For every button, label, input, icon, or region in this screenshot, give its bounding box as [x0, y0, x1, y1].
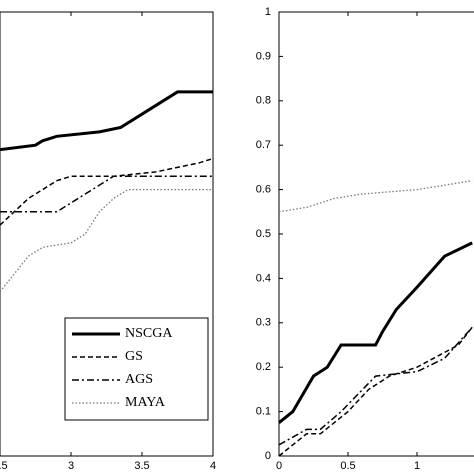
y-tick-label: 0 — [265, 450, 271, 462]
y-tick-label: 0.2 — [256, 361, 271, 373]
y-tick-label: 0.1 — [256, 406, 271, 418]
x-tick-label: 0.5 — [340, 460, 355, 472]
series-line — [278, 241, 473, 424]
y-tick-label: 0.4 — [256, 272, 271, 284]
y-tick-label: 1 — [265, 6, 271, 18]
x-tick-label: 1 — [414, 460, 420, 472]
legend-box — [64, 317, 209, 421]
series-line — [278, 326, 473, 457]
series-line — [0, 90, 213, 152]
y-tick-label: 0.7 — [256, 139, 271, 151]
series-line — [278, 180, 473, 213]
series-line — [0, 175, 213, 213]
legend-label: MAYA — [125, 395, 166, 410]
y-tick-label: 0.8 — [256, 95, 271, 107]
legend-label: AGS — [125, 372, 153, 387]
x-tick-label: 4 — [210, 460, 216, 472]
x-tick-label: 2.5 — [0, 460, 8, 472]
series-line — [0, 188, 213, 293]
y-tick-label: 0.5 — [256, 228, 271, 240]
y-tick-label: 0.3 — [256, 317, 271, 329]
x-tick-label: 0 — [276, 460, 282, 472]
plot-frame — [0, 11, 214, 457]
plot-frame — [278, 11, 474, 457]
series-line — [278, 326, 473, 446]
y-tick-label: 0.6 — [256, 184, 271, 196]
x-tick-label: 3 — [68, 460, 74, 472]
legend-label: NSCGA — [125, 326, 173, 341]
legend-label: GS — [125, 349, 143, 364]
series-line — [0, 157, 214, 226]
y-tick-label: 0.9 — [256, 50, 271, 62]
x-tick-label: 3.5 — [134, 460, 149, 472]
